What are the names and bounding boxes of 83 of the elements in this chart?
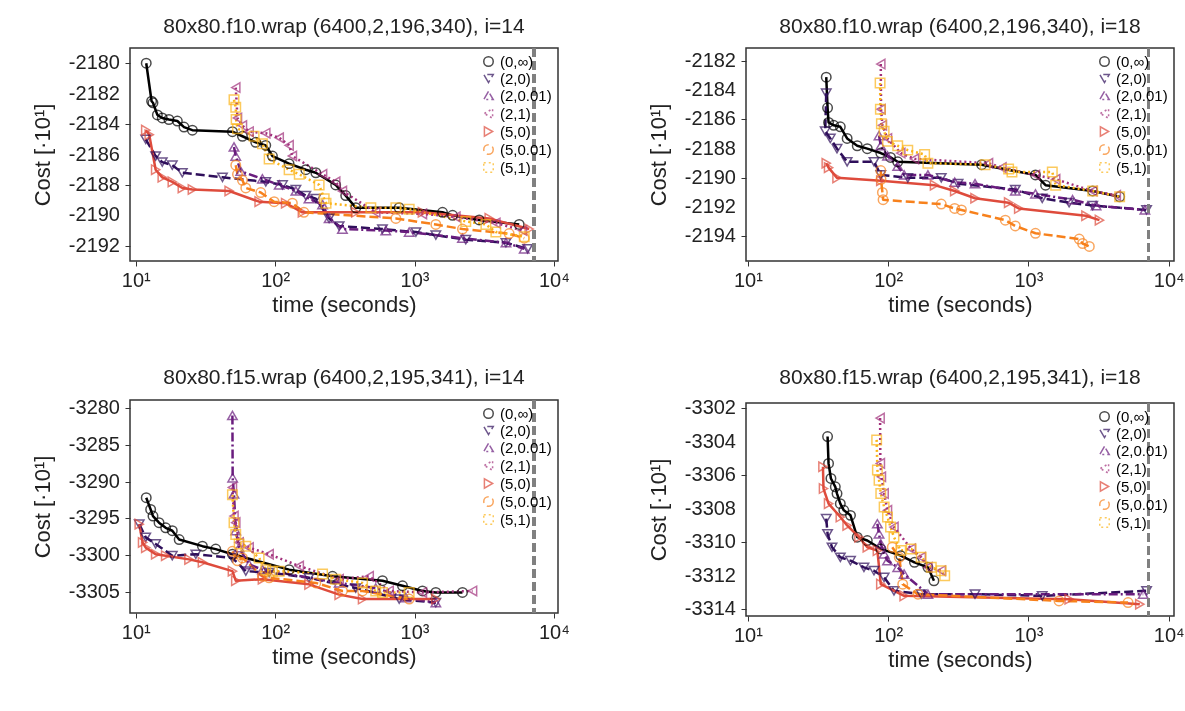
legend-label: (2,0.01) bbox=[1116, 86, 1168, 104]
x-tick-label: 10³ bbox=[400, 620, 430, 643]
y-tick-label: -3312 bbox=[684, 563, 736, 586]
chart-title: 80x80.f10.wrap (6400,2,196,340), i=14 bbox=[163, 13, 525, 37]
y-axis-title: Cost [·10¹] bbox=[646, 103, 671, 207]
y-tick-label: -3300 bbox=[68, 542, 120, 565]
y-tick-label: -2180 bbox=[68, 51, 120, 74]
y-tick-label: -2190 bbox=[684, 165, 736, 188]
y-axis-title: Cost [·10¹] bbox=[30, 455, 55, 559]
legend-label: (5,0) bbox=[1116, 477, 1147, 495]
legend-label: (2,0) bbox=[500, 69, 531, 87]
y-tick-label: -2182 bbox=[68, 81, 120, 104]
y-axis-title: Cost [·10¹] bbox=[30, 103, 55, 207]
y-tick-label: -2194 bbox=[684, 224, 736, 247]
x-axis-title: time (seconds) bbox=[888, 291, 1033, 317]
legend-label: (0,∞) bbox=[500, 404, 534, 422]
legend-label: (2,0.01) bbox=[1116, 441, 1168, 459]
chart-title: 80x80.f15.wrap (6400,2,195,341), i=14 bbox=[163, 365, 525, 389]
y-tick-label: -2182 bbox=[684, 49, 736, 72]
x-tick-label: 10² bbox=[261, 620, 291, 643]
x-tick-label: 10⁴ bbox=[538, 268, 570, 291]
y-tick-label: -3306 bbox=[684, 463, 736, 486]
x-tick-label: 10⁴ bbox=[1153, 623, 1185, 646]
y-tick-label: -2184 bbox=[684, 78, 736, 101]
legend-label: (2,0) bbox=[1116, 424, 1147, 442]
x-axis-title: time (seconds) bbox=[272, 643, 417, 669]
legend-label: (2,0.01) bbox=[500, 438, 552, 456]
y-tick-label: -2192 bbox=[68, 233, 120, 256]
y-tick-label: -3302 bbox=[684, 396, 736, 419]
legend-label: (5,1) bbox=[1116, 158, 1147, 176]
y-tick-label: -2192 bbox=[684, 195, 736, 218]
y-tick-label: -3285 bbox=[68, 432, 120, 455]
x-tick-label: 10² bbox=[874, 623, 904, 646]
x-tick-label: 10³ bbox=[1014, 268, 1044, 291]
legend-label: (0,∞) bbox=[1116, 407, 1150, 425]
legend-label: (2,1) bbox=[500, 456, 531, 474]
legend-label: (5,0) bbox=[1116, 122, 1147, 140]
y-tick-label: -2184 bbox=[68, 112, 120, 135]
legend-label: (0,∞) bbox=[1116, 52, 1150, 70]
legend-label: (5,1) bbox=[500, 510, 531, 528]
x-tick-label: 10³ bbox=[1014, 623, 1044, 646]
y-tick-label: -3305 bbox=[68, 579, 120, 602]
x-tick-label: 10¹ bbox=[733, 268, 764, 291]
x-axis-title: time (seconds) bbox=[272, 291, 417, 317]
legend-label: (2,1) bbox=[500, 104, 531, 122]
legend-label: (5,1) bbox=[500, 158, 531, 176]
chart-title: 80x80.f15.wrap (6400,2,195,341), i=18 bbox=[779, 365, 1141, 389]
y-tick-label: -3290 bbox=[68, 469, 120, 492]
legend-label: (5,0) bbox=[500, 474, 531, 492]
legend-label: (2,1) bbox=[1116, 104, 1147, 122]
legend-label: (5,0) bbox=[500, 122, 531, 140]
y-tick-label: -3304 bbox=[684, 429, 736, 452]
y-tick-label: -3310 bbox=[684, 530, 736, 553]
x-axis-title: time (seconds) bbox=[888, 646, 1033, 672]
y-tick-label: -3314 bbox=[684, 597, 736, 620]
y-tick-label: -2188 bbox=[684, 136, 736, 159]
x-tick-label: 10² bbox=[874, 268, 904, 291]
y-tick-label: -3280 bbox=[68, 396, 120, 419]
y-tick-label: -3295 bbox=[68, 506, 120, 529]
legend-label: (2,1) bbox=[1116, 459, 1147, 477]
legend-label: (2,0) bbox=[1116, 69, 1147, 87]
x-tick-label: 10¹ bbox=[121, 620, 151, 643]
chart-title: 80x80.f10.wrap (6400,2,196,340), i=18 bbox=[779, 13, 1141, 37]
legend-label: (2,0.01) bbox=[500, 86, 552, 104]
legend-label: (5,0.01) bbox=[500, 140, 552, 158]
x-tick-label: 10¹ bbox=[121, 268, 151, 291]
y-tick-label: -3308 bbox=[684, 496, 736, 519]
x-tick-label: 10³ bbox=[400, 268, 430, 291]
legend-label: (2,0) bbox=[500, 421, 531, 439]
y-axis-title: Cost [·10¹] bbox=[646, 458, 671, 562]
legend-label: (0,∞) bbox=[500, 52, 534, 70]
legend-label: (5,0.01) bbox=[1116, 140, 1168, 158]
legend-label: (5,0.01) bbox=[1116, 495, 1168, 513]
x-tick-label: 10² bbox=[261, 268, 291, 291]
y-tick-label: -2186 bbox=[684, 107, 736, 130]
y-tick-label: -2186 bbox=[68, 142, 120, 165]
y-tick-label: -2190 bbox=[68, 203, 120, 226]
x-tick-label: 10⁴ bbox=[1153, 268, 1185, 291]
legend-label: (5,1) bbox=[1116, 513, 1147, 531]
y-tick-label: -2188 bbox=[68, 172, 120, 195]
x-tick-label: 10¹ bbox=[733, 623, 764, 646]
legend-label: (5,0.01) bbox=[500, 492, 552, 510]
x-tick-label: 10⁴ bbox=[538, 620, 570, 643]
